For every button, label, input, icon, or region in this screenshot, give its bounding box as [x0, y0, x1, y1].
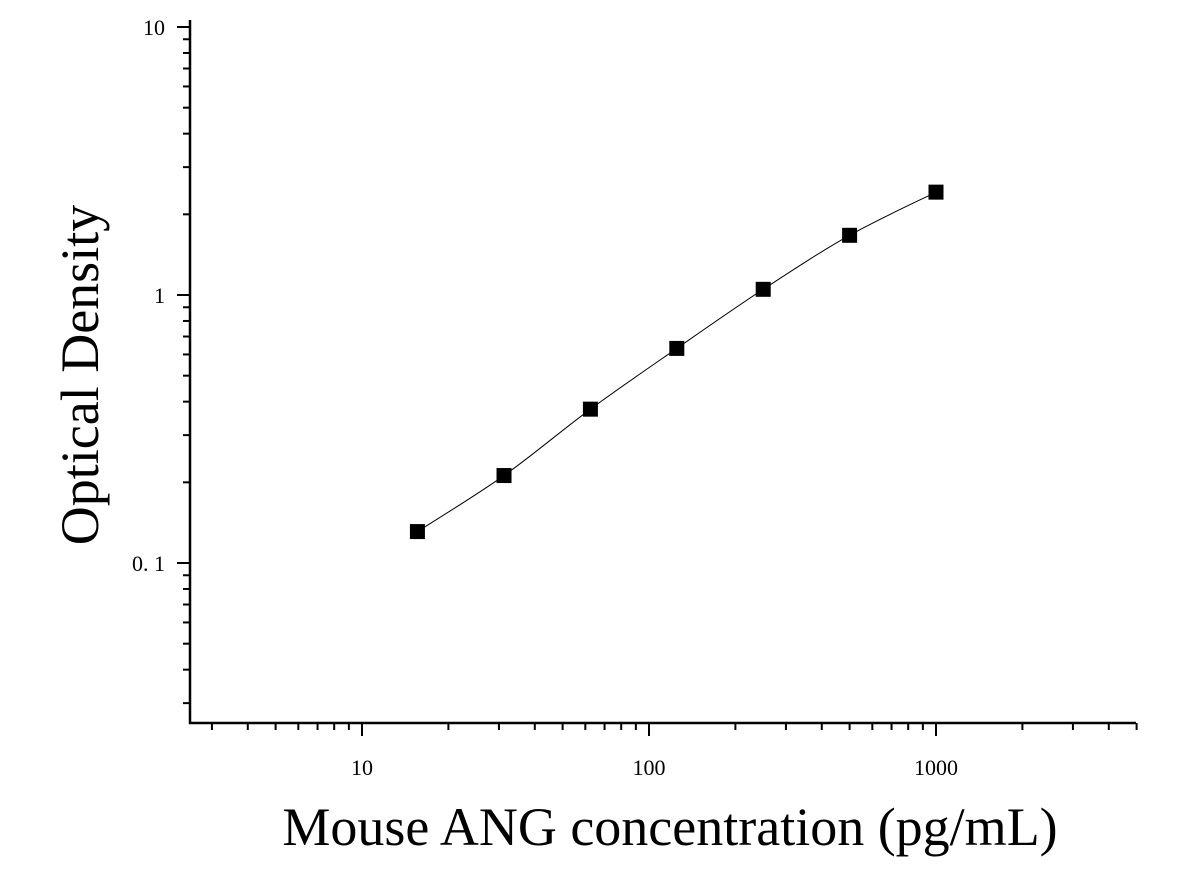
data-point [928, 184, 944, 200]
x-axis-title: Mouse ANG concentration (pg/mL) [282, 797, 1057, 857]
data-point [755, 281, 771, 297]
data-point [409, 524, 425, 540]
y-tick-label: 1 [154, 283, 165, 308]
data-point [842, 227, 858, 243]
data-point [669, 340, 685, 356]
y-axis-title: Optical Density [50, 205, 110, 545]
y-tick-label: 0. 1 [132, 551, 165, 576]
y-tick-label: 10 [143, 15, 165, 40]
x-tick-label: 1000 [914, 755, 958, 780]
x-tick-labels: 10 100 1000 [351, 755, 958, 780]
x-ticks [210, 723, 1138, 736]
data-point [582, 401, 598, 417]
x-tick-label: 100 [633, 755, 666, 780]
data-points [409, 184, 944, 540]
data-point [496, 468, 512, 484]
fit-curve [417, 191, 937, 532]
x-tick-label: 10 [351, 755, 373, 780]
y-ticks [177, 26, 190, 705]
axes [188, 20, 1136, 725]
y-tick-labels: 0. 1 1 10 [132, 15, 165, 576]
